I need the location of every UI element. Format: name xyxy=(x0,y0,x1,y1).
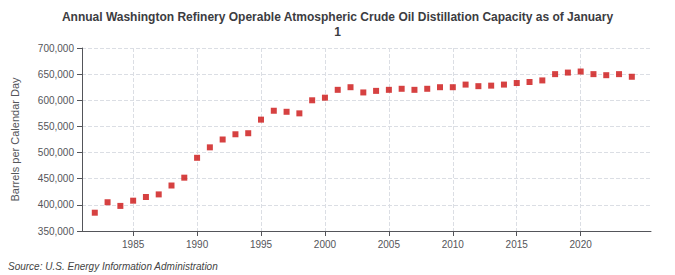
svg-text:650,000: 650,000 xyxy=(38,69,75,80)
svg-text:1995: 1995 xyxy=(250,239,273,250)
svg-text:Annual Washington Refinery Ope: Annual Washington Refinery Operable Atmo… xyxy=(62,10,614,24)
svg-text:1: 1 xyxy=(334,25,341,39)
svg-text:1990: 1990 xyxy=(186,239,209,250)
svg-text:1985: 1985 xyxy=(122,239,145,250)
svg-text:2000: 2000 xyxy=(314,239,337,250)
svg-text:Barrels per Calendar Day: Barrels per Calendar Day xyxy=(9,77,21,202)
svg-text:2015: 2015 xyxy=(506,239,529,250)
svg-text:550,000: 550,000 xyxy=(38,121,75,132)
svg-text:700,000: 700,000 xyxy=(38,43,75,54)
svg-text:450,000: 450,000 xyxy=(38,173,75,184)
svg-text:2020: 2020 xyxy=(570,239,593,250)
svg-text:600,000: 600,000 xyxy=(38,95,75,106)
svg-text:2005: 2005 xyxy=(378,239,401,250)
svg-text:500,000: 500,000 xyxy=(38,147,75,158)
svg-text:Source: U.S. Energy Informatio: Source: U.S. Energy Information Administ… xyxy=(8,261,218,272)
svg-text:350,000: 350,000 xyxy=(38,226,75,237)
svg-text:400,000: 400,000 xyxy=(38,199,75,210)
svg-text:2010: 2010 xyxy=(442,239,465,250)
